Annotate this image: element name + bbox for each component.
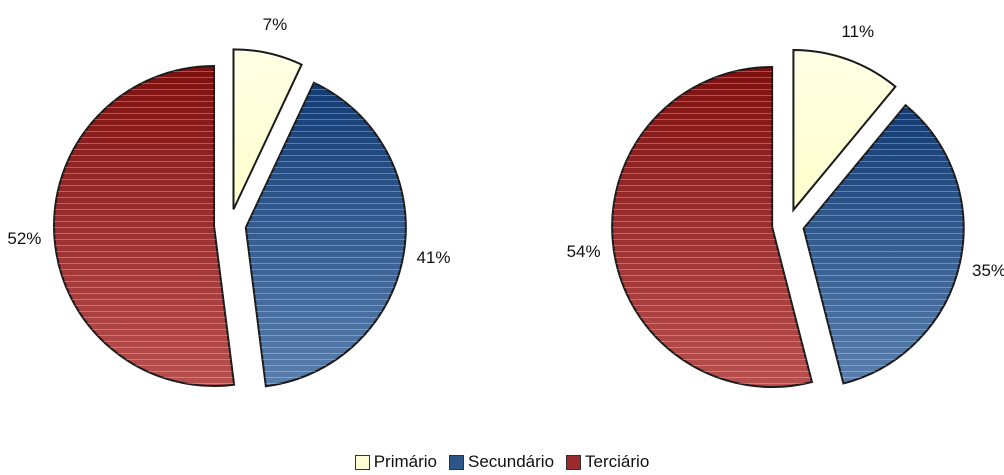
slice-texture-secundario-1	[803, 105, 964, 384]
legend-swatch-terciario	[566, 454, 582, 470]
slice-label-primario-0: 7%	[263, 15, 288, 34]
slice-label-terciario-1: 54%	[567, 242, 601, 261]
pie-chart-left: 7% 41% 52%	[7, 15, 450, 388]
legend-item-terciario: Terciário	[566, 452, 649, 472]
slice-primario-0	[232, 48, 303, 210]
slice-texture-secundario-0	[245, 82, 406, 387]
slice-primario-1	[792, 48, 897, 213]
legend-item-secundario: Secundário	[449, 452, 554, 472]
legend-swatch-primario	[354, 454, 370, 470]
slice-texture-terciario-1	[612, 67, 812, 388]
legend-label-secundario: Secundário	[468, 452, 555, 471]
slice-label-secundario-1: 35%	[972, 261, 1004, 280]
legend: Primário Secundário Terciário	[0, 452, 1004, 472]
legend-item-primario: Primário	[354, 452, 438, 472]
slice-texture-terciario-0	[54, 66, 235, 387]
slice-label-primario-1: 11%	[841, 22, 874, 41]
legend-label-primario: Primário	[373, 452, 438, 471]
slice-label-secundario-0: 41%	[416, 248, 450, 267]
pie-chart-right: 11% 35% 54%	[567, 22, 1004, 388]
slice-label-terciario-0: 52%	[7, 229, 41, 248]
legend-swatch-secundario	[449, 454, 465, 470]
legend-label-terciario: Terciário	[585, 452, 650, 471]
